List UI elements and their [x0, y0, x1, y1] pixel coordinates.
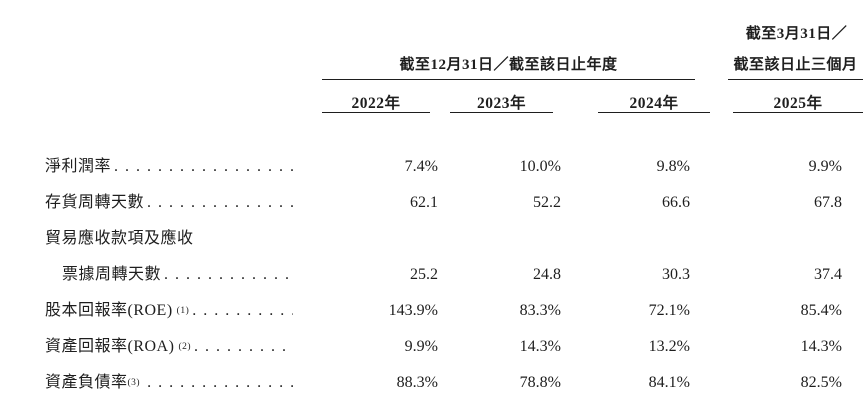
column-rule-2022: [322, 112, 430, 113]
column-header-2025: 2025年: [773, 95, 823, 112]
row-label: 票據周轉天數: [62, 266, 162, 283]
column-rule-2024: [598, 112, 710, 113]
leader-dots: ........................................…: [114, 158, 293, 175]
row-label: 淨利潤率: [45, 158, 112, 175]
value-2022: 25.2: [410, 266, 438, 283]
value-2025: 9.9%: [808, 158, 842, 175]
footnote-marker-3: (3): [127, 378, 141, 388]
value-2023: 78.8%: [519, 374, 561, 391]
value-2023: 14.3%: [519, 338, 561, 355]
quarter-group-rule: [728, 79, 863, 80]
row-label-cell: 貿易應收款項及應收: [45, 221, 293, 257]
quarter-period-header-line2: 截至該日止三個月: [733, 57, 858, 73]
annual-group-rule: [322, 79, 695, 80]
value-2023: 52.2: [533, 194, 561, 211]
row-label: 股本回報率(ROE): [45, 302, 173, 319]
value-2024: 9.8%: [656, 158, 690, 175]
row-label-cell: 淨利潤率 ...................................…: [45, 149, 293, 185]
footnote-marker-2: (2): [178, 342, 192, 352]
value-2025: 37.4: [814, 266, 842, 283]
value-2022: 143.9%: [388, 302, 438, 319]
value-2023: 24.8: [533, 266, 561, 283]
value-2022: 9.9%: [404, 338, 438, 355]
row-label: 貿易應收款項及應收: [45, 230, 194, 247]
column-header-2023: 2023年: [476, 95, 526, 112]
column-header-2024: 2024年: [629, 95, 679, 112]
column-rule-2023: [450, 112, 553, 113]
leader-dots: ........................................…: [192, 302, 293, 319]
leader-dots: ........................................…: [147, 374, 293, 391]
value-2024: 30.3: [662, 266, 690, 283]
row-label: 存貨周轉天數: [45, 194, 145, 211]
value-2025: 85.4%: [800, 302, 842, 319]
table-row-net-profit-margin: 淨利潤率 ...................................…: [45, 149, 863, 185]
value-2022: 88.3%: [396, 374, 438, 391]
row-label-cell: 股本回報率(ROE) (1) .........................…: [45, 293, 293, 329]
value-2025: 82.5%: [800, 374, 842, 391]
value-2022: 7.4%: [404, 158, 438, 175]
quarter-period-header-line1: 截至3月31日／: [745, 26, 848, 42]
value-2024: 72.1%: [648, 302, 690, 319]
table-row-trade-receivables-caption: 貿易應收款項及應收: [45, 221, 863, 257]
row-label-cell: 資產回報率(ROA) (2) .........................…: [45, 329, 293, 365]
row-label-cell: 票據周轉天數 .................................…: [45, 257, 293, 293]
column-rule-2025: [733, 112, 863, 113]
annual-period-header: 截至12月31日／截至該日止年度: [399, 57, 618, 73]
row-label-cell: 存貨周轉天數 .................................…: [45, 185, 293, 221]
table-row-return-on-assets: 資產回報率(ROA) (2) .........................…: [45, 329, 863, 365]
table-row-bills-turnover-days: 票據周轉天數 .................................…: [45, 257, 863, 293]
value-2022: 62.1: [410, 194, 438, 211]
leader-dots: ........................................…: [164, 266, 293, 283]
leader-dots: ........................................…: [194, 338, 293, 355]
value-2024: 66.6: [662, 194, 690, 211]
row-label: 資產回報率(ROA): [45, 338, 175, 355]
table-row-inventory-turnover-days: 存貨周轉天數 .................................…: [45, 185, 863, 221]
value-2024: [561, 221, 690, 257]
value-2023: 10.0%: [519, 158, 561, 175]
table-body: 淨利潤率 ...................................…: [45, 149, 863, 401]
table-row-return-on-equity: 股本回報率(ROE) (1) .........................…: [45, 293, 863, 329]
row-label-cell: 資產負債率 (3) ..............................…: [45, 365, 293, 401]
column-header-2022: 2022年: [351, 95, 401, 112]
row-label: 資產負債率: [45, 374, 128, 391]
footnote-marker-1: (1): [176, 306, 190, 316]
value-2025: 67.8: [814, 194, 842, 211]
value-2025: [690, 221, 863, 257]
table-header: 截至3月31日／ 截至12月31日／截至該日止年度 截至該日止三個月 2022年…: [0, 0, 866, 151]
value-2023: 83.3%: [519, 302, 561, 319]
leader-dots: ........................................…: [147, 194, 293, 211]
value-2025: 14.3%: [800, 338, 842, 355]
value-2023: [438, 221, 561, 257]
value-2022: [293, 221, 438, 257]
value-2024: 13.2%: [648, 338, 690, 355]
value-2024: 84.1%: [648, 374, 690, 391]
table-row-gearing-ratio: 資產負債率 (3) ..............................…: [45, 365, 863, 401]
